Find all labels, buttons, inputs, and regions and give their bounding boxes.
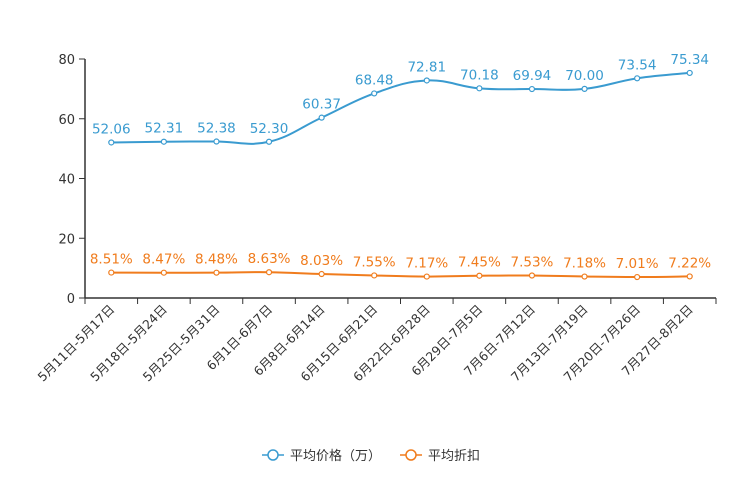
data-points xyxy=(108,69,693,281)
data-point xyxy=(371,272,378,279)
data-point xyxy=(686,69,693,77)
data-label: 7.01% xyxy=(616,256,659,272)
legend-marker-icon xyxy=(405,449,417,461)
data-point xyxy=(160,269,167,276)
data-label: 7.45% xyxy=(458,255,501,271)
data-point xyxy=(528,85,536,93)
data-point xyxy=(423,273,430,280)
data-labels: 52.06 52.31 52.38 52.30 60.37 68.48 72.81 70.18… xyxy=(90,52,711,272)
series-line-2 xyxy=(111,271,690,279)
y-tick-label: 80 xyxy=(58,53,75,68)
axes: 0204060805月11日-5月17日5月18日-5月24日5月25日-5月3… xyxy=(35,53,717,384)
data-point xyxy=(160,138,167,145)
data-label: 7.17% xyxy=(405,256,448,272)
legend: 平均价格（万） 平均折扣 xyxy=(262,448,480,464)
data-point xyxy=(634,273,641,281)
y-tick-label: 40 xyxy=(58,173,75,188)
data-point xyxy=(213,138,220,145)
y-tick-label: 60 xyxy=(58,113,75,128)
data-point xyxy=(108,269,115,276)
data-point xyxy=(476,272,483,279)
data-point xyxy=(581,85,588,92)
data-label: 69.94 xyxy=(513,68,552,84)
series-line-1 xyxy=(111,71,690,145)
data-label: 75.34 xyxy=(670,52,709,68)
data-label: 60.37 xyxy=(302,97,341,113)
y-tick-label: 20 xyxy=(58,232,75,247)
data-label: 8.47% xyxy=(142,252,185,268)
data-label: 7.22% xyxy=(668,255,711,271)
data-label: 7.55% xyxy=(353,254,396,270)
data-label: 7.18% xyxy=(563,256,606,272)
data-point xyxy=(318,114,325,121)
data-point xyxy=(423,77,430,84)
data-point xyxy=(371,90,378,97)
data-point xyxy=(318,270,325,278)
data-label: 73.54 xyxy=(618,57,657,73)
legend-label: 平均折扣 xyxy=(428,449,480,464)
data-label: 52.38 xyxy=(197,121,236,137)
data-point xyxy=(634,75,641,82)
data-point xyxy=(265,138,273,145)
legend-marker-icon xyxy=(267,449,279,461)
data-point xyxy=(686,273,693,280)
data-point xyxy=(265,269,273,276)
data-label: 68.48 xyxy=(355,72,394,88)
data-label: 8.03% xyxy=(300,253,343,269)
data-point xyxy=(528,272,536,279)
data-label: 70.00 xyxy=(565,68,604,84)
data-label: 8.48% xyxy=(195,252,238,268)
y-tick-label: 0 xyxy=(67,292,75,307)
data-label: 52.31 xyxy=(145,121,184,137)
data-point xyxy=(108,139,115,146)
data-label: 52.30 xyxy=(250,121,289,137)
data-label: 7.53% xyxy=(511,255,554,271)
data-point xyxy=(213,269,220,276)
legend-label: 平均价格（万） xyxy=(290,448,381,464)
series-lines xyxy=(111,71,690,279)
data-label: 72.81 xyxy=(407,59,446,75)
data-point xyxy=(581,273,588,280)
data-label: 8.63% xyxy=(248,251,291,267)
data-label: 70.18 xyxy=(460,67,499,83)
data-point xyxy=(476,85,483,92)
data-label: 52.06 xyxy=(92,121,131,137)
data-label: 8.51% xyxy=(90,252,133,268)
